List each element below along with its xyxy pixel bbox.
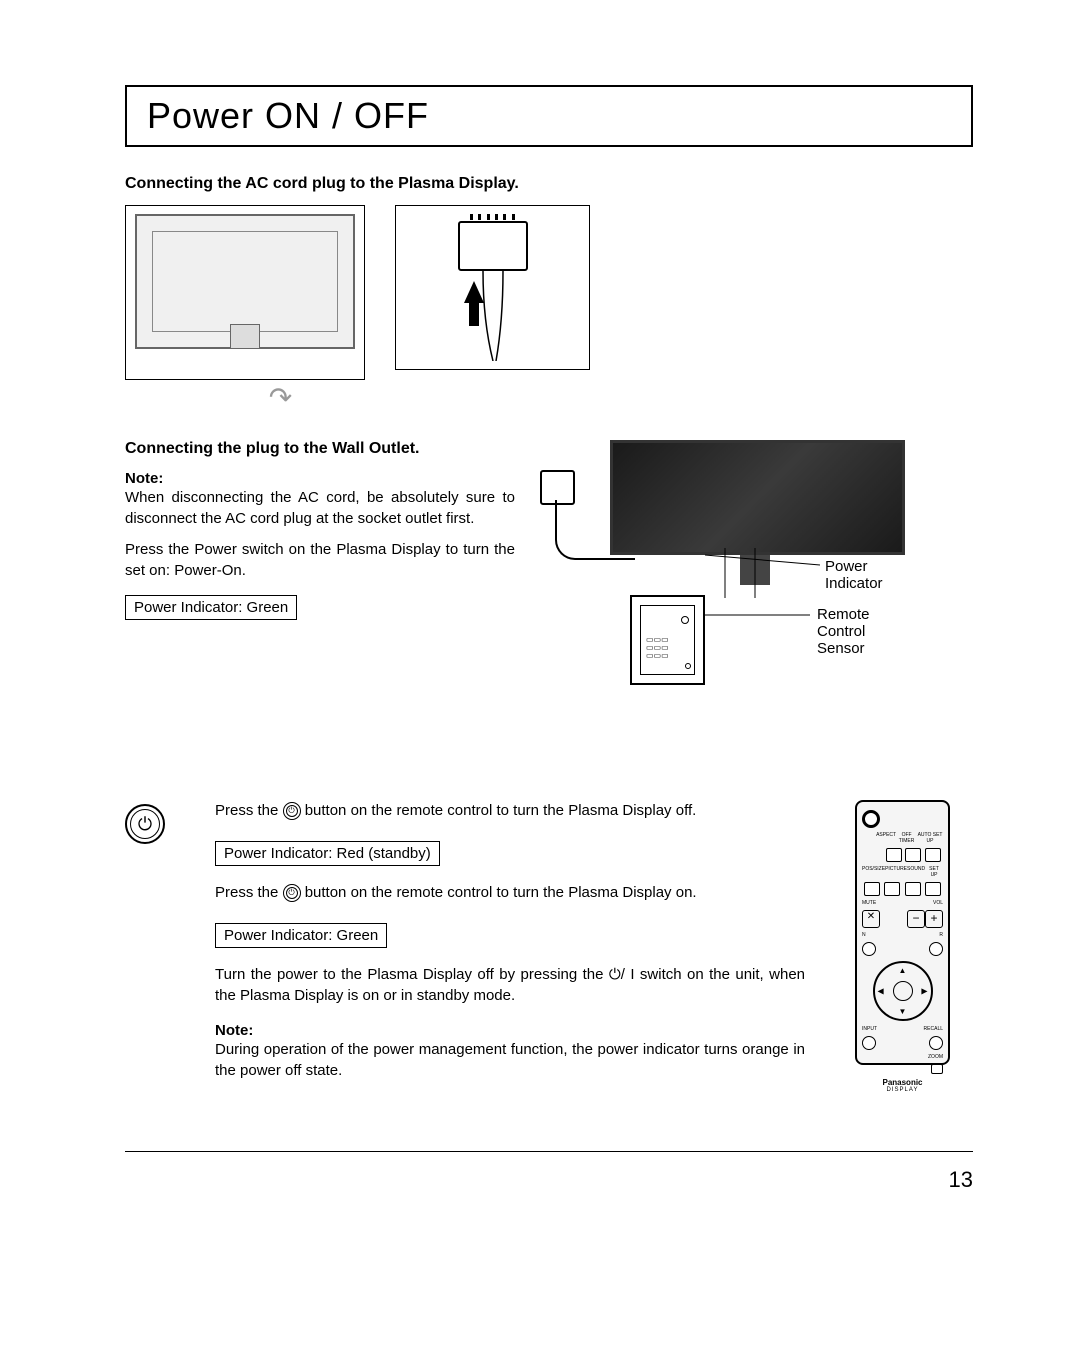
diagram-row: ↷ — [125, 205, 973, 380]
remote-vol-up-button: + — [925, 910, 943, 928]
remote-button — [886, 848, 902, 862]
remote-sensor-label: Remote Control Sensor — [817, 606, 905, 657]
note-2-text: During operation of the power management… — [215, 1039, 805, 1081]
page-number: 13 — [125, 1167, 973, 1193]
subtitle-wall-outlet: Connecting the plug to the Wall Outlet. — [125, 440, 515, 458]
indicator-green-2: Power Indicator: Green — [215, 923, 387, 948]
subtitle-ac-cord: Connecting the AC cord plug to the Plasm… — [125, 175, 973, 193]
title-box: Power ON / OFF — [125, 85, 973, 147]
power-button-large-icon: ⏻ — [125, 804, 165, 844]
remote-r-button — [929, 942, 943, 956]
power-icon-inline-1: ⏻ — [283, 802, 301, 820]
note-label-2: Note: — [215, 1022, 805, 1039]
remote-mute-button: ✕ — [862, 910, 880, 928]
remote-control-diagram: ASPECT OFF TIMER AUTO SET UP POS/SIZE PI… — [855, 800, 960, 1065]
remote-brand-label: Panasonic — [862, 1078, 943, 1087]
page-title: Power ON / OFF — [147, 95, 951, 137]
remote-button — [884, 882, 900, 896]
middle-section: Connecting the plug to the Wall Outlet. … — [125, 440, 973, 700]
indicator-red: Power Indicator: Red (standby) — [215, 841, 440, 866]
press-on-text: Press the ⏻ button on the remote control… — [215, 882, 805, 903]
remote-button — [905, 882, 921, 896]
display-diagram: ▭▭▭▭▭▭▭▭▭ Power Indicator Remote Control… — [535, 440, 905, 700]
remote-dpad: ▲ ▼ ◀ ▶ — [873, 961, 933, 1021]
tv-screen-icon — [610, 440, 905, 555]
note-1-text: When disconnecting the AC cord, be absol… — [125, 487, 515, 529]
remote-button — [925, 882, 941, 896]
remote-display-label: DISPLAY — [862, 1087, 943, 1093]
remote-vol-down-button: − — [907, 910, 925, 928]
press-off-text: Press the ⏻ button on the remote control… — [215, 800, 805, 821]
remote-zoom-button — [931, 1064, 943, 1074]
remote-button — [925, 848, 941, 862]
turn-off-text: Turn the power to the Plasma Display off… — [215, 964, 805, 1006]
sensor-detail-box: ▭▭▭▭▭▭▭▭▭ — [630, 595, 705, 685]
note-label-1: Note: — [125, 470, 515, 487]
footer-divider — [125, 1151, 973, 1152]
power-indicator-label: Power Indicator — [825, 558, 905, 592]
remote-power-icon — [862, 810, 880, 828]
remote-button — [905, 848, 921, 862]
press-switch-text: Press the Power switch on the Plasma Dis… — [125, 539, 515, 581]
remote-button — [864, 882, 880, 896]
remote-recall-button — [929, 1036, 943, 1050]
remote-n-button — [862, 942, 876, 956]
plug-connector-diagram — [395, 205, 590, 370]
indicator-green-1: Power Indicator: Green — [125, 595, 297, 620]
curved-arrow-icon: ↷ — [269, 381, 292, 414]
back-panel-diagram: ↷ — [125, 205, 365, 380]
power-icon-inline-2: ⏻ — [283, 884, 301, 902]
remote-input-button — [862, 1036, 876, 1050]
power-button-section: ⏻ Press the ⏻ button on the remote contr… — [125, 800, 973, 1091]
